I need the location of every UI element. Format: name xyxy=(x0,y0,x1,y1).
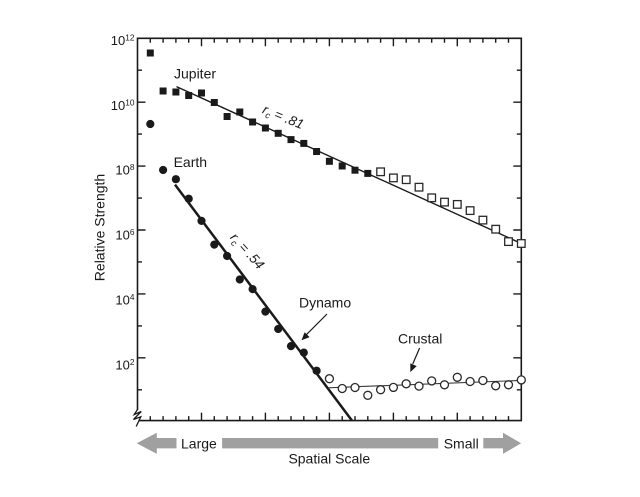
svg-text:102: 102 xyxy=(115,357,134,373)
svg-text:Earth: Earth xyxy=(174,154,207,170)
svg-text:rc = .54: rc = .54 xyxy=(226,230,268,273)
svg-text:104: 104 xyxy=(115,292,134,308)
svg-text:Relative Strength: Relative Strength xyxy=(92,174,108,281)
svg-text:Small: Small xyxy=(444,436,479,452)
svg-text:108: 108 xyxy=(115,162,134,178)
svg-text:Dynamo: Dynamo xyxy=(299,295,351,311)
svg-text:Large: Large xyxy=(181,436,217,452)
svg-text:Crustal: Crustal xyxy=(398,331,442,347)
svg-text:Spatial Scale: Spatial Scale xyxy=(288,451,370,467)
svg-text:Jupiter: Jupiter xyxy=(174,65,216,81)
svg-text:106: 106 xyxy=(115,227,134,243)
svg-text:1012: 1012 xyxy=(111,32,135,48)
svg-text:1010: 1010 xyxy=(111,97,135,113)
